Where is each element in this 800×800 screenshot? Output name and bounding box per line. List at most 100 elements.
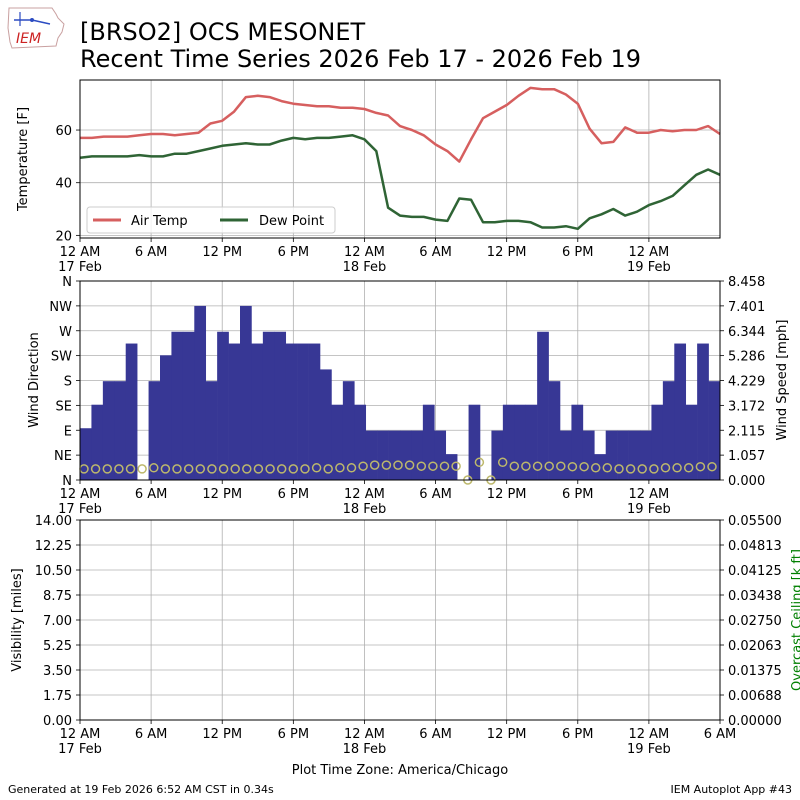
wind-direction-marker xyxy=(590,463,601,473)
wind-direction-marker xyxy=(335,463,345,473)
wind-direction-marker xyxy=(288,464,299,474)
visibility-tick-label: 8.75 xyxy=(43,589,72,604)
wind-speed-bar xyxy=(502,404,515,480)
x-tick-label: 6 PM xyxy=(278,487,309,502)
wind-speed-bar xyxy=(422,404,435,480)
ceiling-tick-label: 0.02750 xyxy=(728,614,782,629)
wind-speed-bar xyxy=(125,343,138,480)
wind-direction-marker xyxy=(276,464,287,474)
wind-speed-bar xyxy=(525,404,538,480)
wind-speed-bar xyxy=(205,381,218,480)
speed-tick-label: 8.458 xyxy=(728,275,765,290)
temperature-legend: Air Temp Dew Point xyxy=(86,206,336,234)
wind-direction-marker xyxy=(149,463,159,473)
ceiling-tick-label: 0.04813 xyxy=(728,539,782,554)
visibility-tick-label: 14.00 xyxy=(35,514,72,529)
iem-logo-text: IEM xyxy=(16,31,41,47)
x-tick-label: 6 AM xyxy=(419,245,452,260)
x-tick-date-label: 18 Feb xyxy=(343,502,387,517)
wind-direction-marker xyxy=(90,464,101,474)
visibility-tick-label: 0.00 xyxy=(43,714,72,729)
x-tick-label: 12 PM xyxy=(487,487,527,502)
direction-tick-label: SW xyxy=(51,350,72,365)
wind-direction-marker xyxy=(556,461,566,471)
wind-direction-marker xyxy=(230,464,240,474)
wind-direction-marker xyxy=(660,463,671,473)
wind-direction-marker xyxy=(625,464,636,474)
x-tick-label: 6 AM xyxy=(704,727,737,742)
x-tick-label: 6 AM xyxy=(135,245,168,260)
wind-direction-marker xyxy=(195,464,206,474)
wind-direction-marker xyxy=(707,461,717,472)
wind-direction-marker xyxy=(683,463,694,473)
wind-speed-bar xyxy=(582,430,595,480)
x-tick-date-label: 17 Feb xyxy=(58,742,102,757)
direction-tick-label: NW xyxy=(49,300,72,315)
wind-speed-bar xyxy=(171,331,184,480)
direction-tick-label: W xyxy=(59,325,72,340)
wind-direction-marker xyxy=(323,464,333,474)
autoplot-app-id: IEM Autoplot App #43 xyxy=(670,783,793,796)
wind-speed-bar xyxy=(685,404,698,480)
x-tick-label: 12 PM xyxy=(487,245,527,260)
wind-direction-marker xyxy=(602,463,613,473)
wind-direction-axis-label: Wind Direction xyxy=(27,332,42,428)
wind-direction-marker xyxy=(253,464,264,474)
legend-air-temp-label: Air Temp xyxy=(131,214,188,229)
wind-direction-marker xyxy=(369,460,380,470)
wind-direction-marker xyxy=(428,461,438,471)
wind-speed-bar xyxy=(320,369,332,480)
wind-direction-marker xyxy=(649,464,659,474)
wind-speed-bar xyxy=(708,381,721,480)
iem-logo: IEM xyxy=(7,7,65,49)
wind-speed-bar xyxy=(571,404,584,480)
x-tick-label: 12 PM xyxy=(202,245,242,260)
wind-direction-marker xyxy=(137,464,147,474)
plot-timezone-label: Plot Time Zone: America/Chicago xyxy=(291,763,509,778)
wind-speed-bar xyxy=(640,430,652,480)
generated-timestamp: Generated at 19 Feb 2026 6:52 AM CST in … xyxy=(8,783,274,796)
wind-speed-bar xyxy=(434,430,447,480)
wind-speed-bar xyxy=(560,430,572,480)
chart-title-station: [BRSO2] OCS MESONET xyxy=(80,18,366,46)
x-tick-label: 12 AM xyxy=(628,727,669,742)
overcast-ceiling-axis-label: Overcast Ceiling [k ft] xyxy=(790,549,800,691)
wind-direction-marker xyxy=(242,464,252,474)
wind-speed-bar xyxy=(160,355,172,480)
wind-speed-bar xyxy=(628,430,641,480)
y-tick-label: 40 xyxy=(55,177,72,192)
wind-direction-marker xyxy=(393,460,403,470)
x-tick-date-label: 17 Feb xyxy=(58,260,102,275)
wind-speed-bar xyxy=(228,343,241,480)
wind-direction-marker xyxy=(265,464,275,474)
visibility-tick-label: 10.50 xyxy=(35,564,72,579)
wind-speed-bar xyxy=(102,381,115,480)
visibility-axis-label: Visibility [miles] xyxy=(10,568,25,671)
wind-direction-marker xyxy=(160,464,171,474)
x-tick-label: 6 AM xyxy=(135,727,168,742)
x-tick-label: 12 AM xyxy=(628,245,669,260)
wind-direction-marker xyxy=(544,461,554,471)
legend-dew-point-label: Dew Point xyxy=(259,214,324,229)
wind-speed-bar xyxy=(331,404,344,480)
wind-speed-bar xyxy=(491,430,504,480)
wind-speed-bar xyxy=(240,305,252,480)
wind-direction-marker xyxy=(358,461,368,471)
wind-speed-bar xyxy=(217,331,229,480)
x-tick-label: 12 AM xyxy=(60,727,101,742)
wind-speed-bar xyxy=(251,343,264,480)
y-tick-label: 20 xyxy=(55,229,72,244)
wind-speed-bar xyxy=(114,381,127,480)
x-tick-label: 12 AM xyxy=(60,487,101,502)
wind-direction-marker xyxy=(695,461,706,472)
wind-direction-marker xyxy=(521,461,531,471)
wind-speed-bar xyxy=(365,430,378,480)
wind-speed-bar xyxy=(400,430,412,480)
wind-direction-marker xyxy=(416,461,427,471)
wind-direction-marker xyxy=(183,464,194,474)
wind-direction-marker xyxy=(102,464,113,474)
x-tick-date-label: 19 Feb xyxy=(627,260,671,275)
ceiling-tick-label: 0.05500 xyxy=(728,514,782,529)
direction-tick-label: E xyxy=(64,424,72,439)
